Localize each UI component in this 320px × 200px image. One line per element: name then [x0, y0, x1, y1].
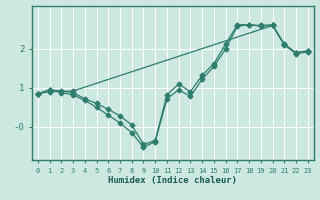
X-axis label: Humidex (Indice chaleur): Humidex (Indice chaleur) — [108, 176, 237, 185]
